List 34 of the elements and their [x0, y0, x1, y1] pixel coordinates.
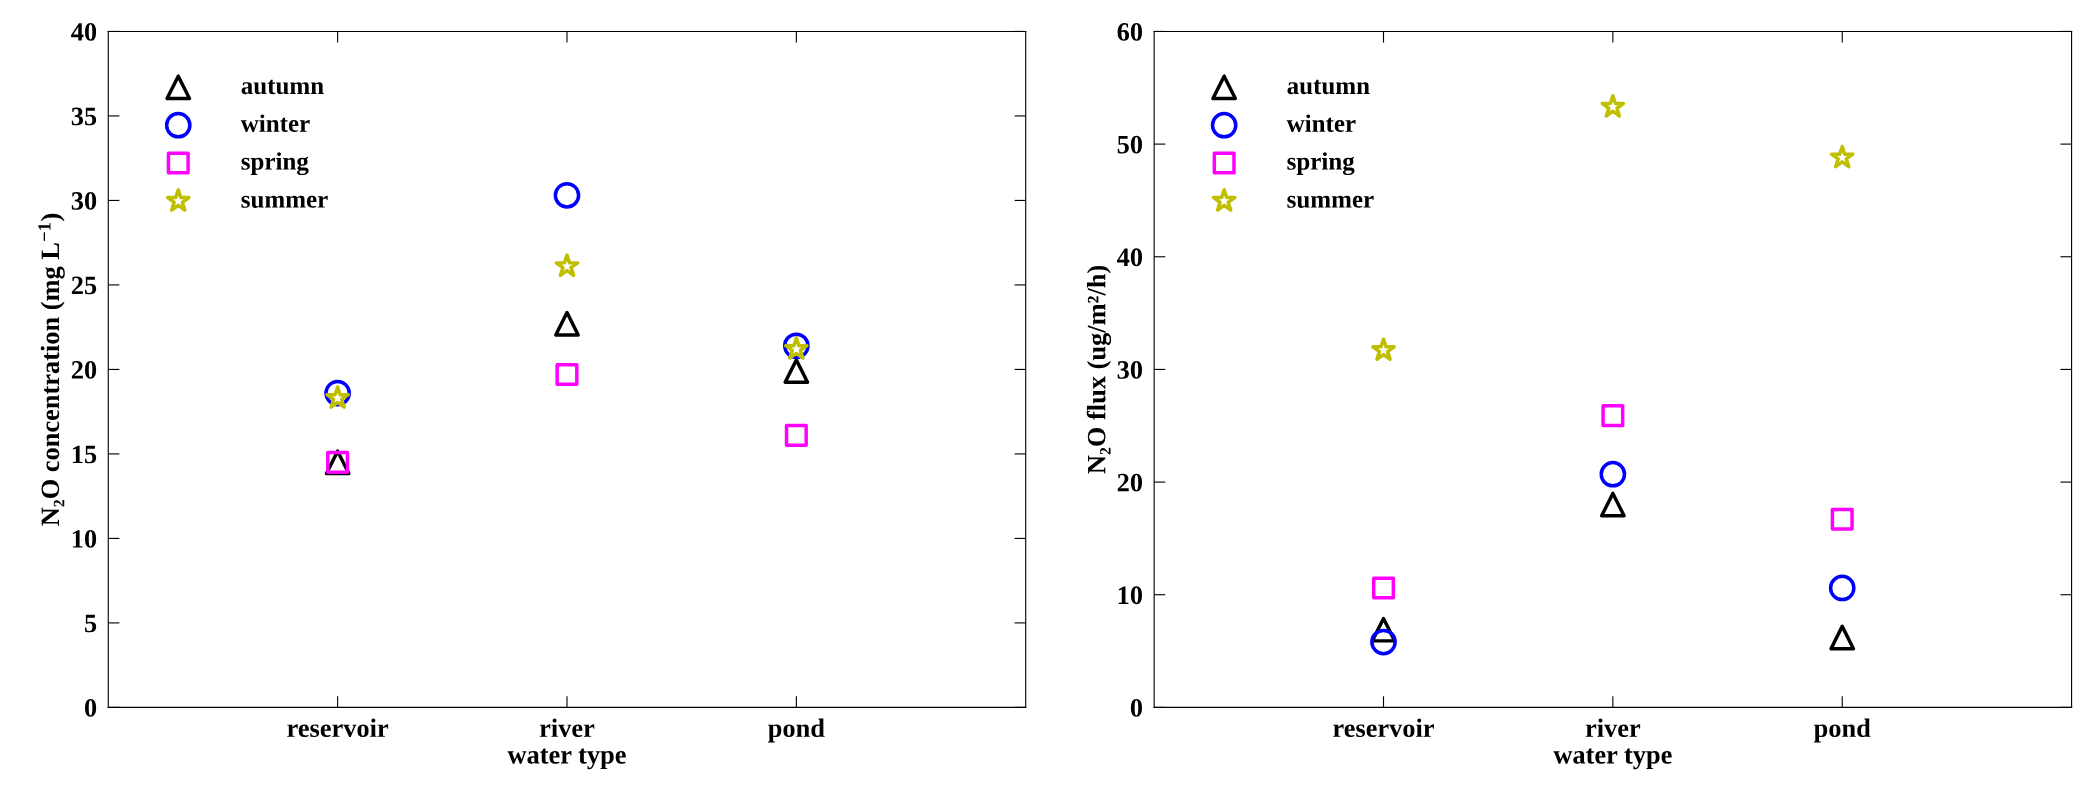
legend-label: autumn [1287, 79, 1370, 95]
y-axis-title: N₂O flux (ug/m²/h) [1086, 265, 1112, 474]
x-tick-label: pond [1813, 718, 1871, 743]
y-tick-label: 5 [85, 614, 97, 633]
y-tick-label: 40 [1117, 248, 1143, 267]
x-axis-title: water type [1553, 748, 1672, 770]
legend-label: summer [1287, 195, 1374, 208]
y-tick-label: 60 [1117, 23, 1143, 41]
legend-label: spring [1287, 152, 1355, 176]
x-tick-label: pond [768, 718, 825, 743]
y-tick-label: 40 [71, 23, 97, 41]
y-tick-label: 30 [71, 192, 97, 210]
y-tick-label: 10 [72, 530, 97, 548]
y-tick-label: 15 [72, 445, 97, 464]
legend-label: summer [241, 195, 328, 208]
y-tick-label: 20 [1117, 473, 1143, 492]
x-tick-label: river [539, 718, 595, 738]
x-axis-title: water type [507, 748, 626, 770]
y-tick-label: 20 [71, 361, 97, 379]
y-tick-label: 50 [1117, 135, 1143, 154]
legend-label: winter [1286, 114, 1356, 133]
y-tick-label: 0 [84, 699, 97, 717]
x-tick-label: river [1585, 718, 1641, 738]
legend-label: winter [240, 114, 310, 133]
x-tick-label: reservoir [287, 718, 389, 738]
y-axis-title: N₂O concentration (mg L$^{−1}$) [38, 213, 65, 526]
x-tick-label: reservoir [1333, 718, 1434, 738]
legend-label: spring [241, 152, 309, 176]
legend-label: autumn [241, 79, 324, 95]
y-tick-label: 25 [71, 276, 97, 295]
y-tick-label: 10 [1118, 586, 1143, 605]
y-tick-label: 35 [71, 107, 97, 126]
y-tick-label: 30 [1117, 361, 1143, 379]
y-tick-label: 0 [1130, 699, 1143, 717]
